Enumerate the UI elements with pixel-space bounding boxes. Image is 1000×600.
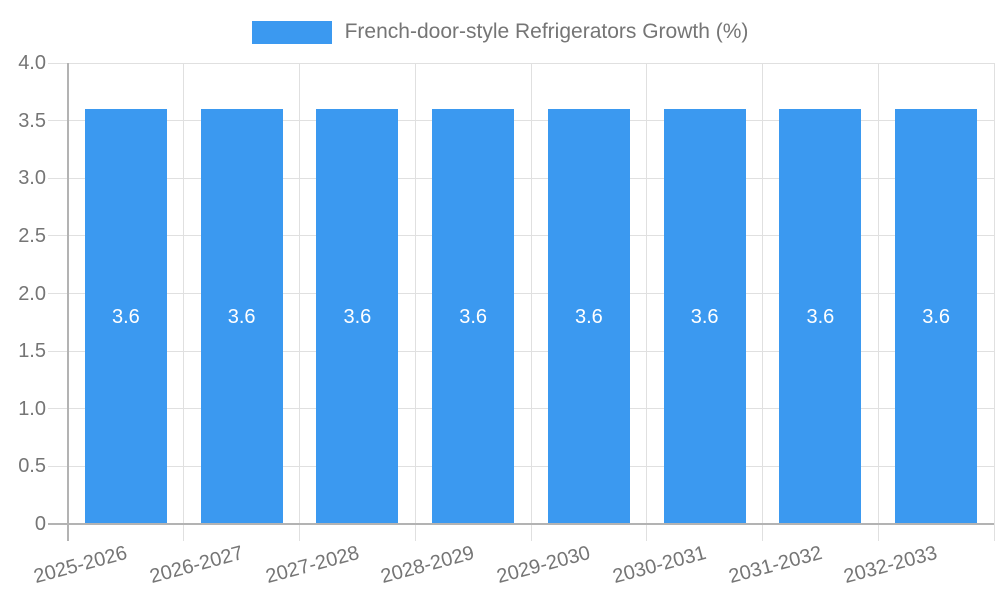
v-gridline (414, 63, 416, 541)
h-gridline (48, 62, 994, 64)
h-gridline (48, 408, 994, 410)
v-gridline (877, 63, 879, 541)
x-tick-label: 2031-2032 (726, 541, 825, 588)
y-tick-label: 0.5 (18, 455, 46, 478)
y-axis-line (67, 63, 69, 541)
h-gridline (48, 465, 994, 467)
x-tick-label: 2029-2030 (494, 541, 593, 588)
bar-value-label: 3.6 (343, 305, 372, 328)
v-gridline (762, 63, 763, 541)
x-tick-label: 2030-2031 (610, 541, 709, 588)
bar[interactable]: 3.6 (200, 109, 283, 524)
x-tick-label: 2025-2026 (31, 541, 130, 588)
legend: French-door-style Refrigerators Growth (… (0, 18, 1000, 46)
v-gridline (646, 63, 648, 541)
h-gridline (48, 120, 994, 122)
bar-value-label: 3.6 (459, 305, 488, 328)
bar-value-label: 3.6 (111, 305, 140, 328)
v-gridline (993, 63, 995, 541)
legend-item[interactable]: French-door-style Refrigerators Growth (… (251, 18, 749, 46)
h-gridline (48, 235, 994, 237)
v-gridline (299, 63, 300, 541)
legend-label: French-door-style Refrigerators Growth (… (344, 20, 749, 43)
bar[interactable]: 3.6 (432, 109, 515, 524)
bar[interactable]: 3.6 (547, 109, 630, 524)
bar-value-label: 3.6 (806, 305, 835, 328)
x-axis-line (48, 523, 994, 525)
x-tick-label: 2032-2033 (841, 541, 941, 588)
y-tick-label: 1.0 (18, 397, 46, 420)
y-tick-label: 4.0 (18, 52, 46, 74)
bar[interactable]: 3.6 (663, 109, 746, 524)
x-tick-label: 2026-2027 (147, 541, 246, 588)
bar[interactable]: 3.6 (316, 109, 399, 524)
y-tick-label: 2.0 (18, 282, 46, 305)
bar-value-label: 3.6 (922, 305, 951, 328)
y-tick-label: 3.5 (18, 109, 46, 132)
x-tick-label: 2027-2028 (263, 541, 362, 588)
bar[interactable]: 3.6 (895, 109, 978, 524)
h-gridline (48, 177, 994, 179)
bar-value-label: 3.6 (227, 305, 256, 328)
h-gridline (48, 293, 994, 294)
bar[interactable]: 3.6 (84, 109, 167, 524)
bar-value-label: 3.6 (574, 305, 603, 328)
y-tick-label: 1.5 (18, 340, 46, 363)
bar[interactable]: 3.6 (779, 109, 862, 524)
v-gridline (530, 63, 532, 541)
x-tick-label: 2028-2029 (378, 541, 478, 588)
h-gridline (48, 350, 994, 352)
y-tick-label: 3.0 (18, 167, 46, 190)
y-tick-label: 0 (34, 513, 46, 535)
v-gridline (183, 63, 185, 541)
y-tick-label: 2.5 (18, 224, 46, 247)
legend-swatch-icon (251, 20, 332, 44)
bar-value-label: 3.6 (690, 305, 719, 328)
